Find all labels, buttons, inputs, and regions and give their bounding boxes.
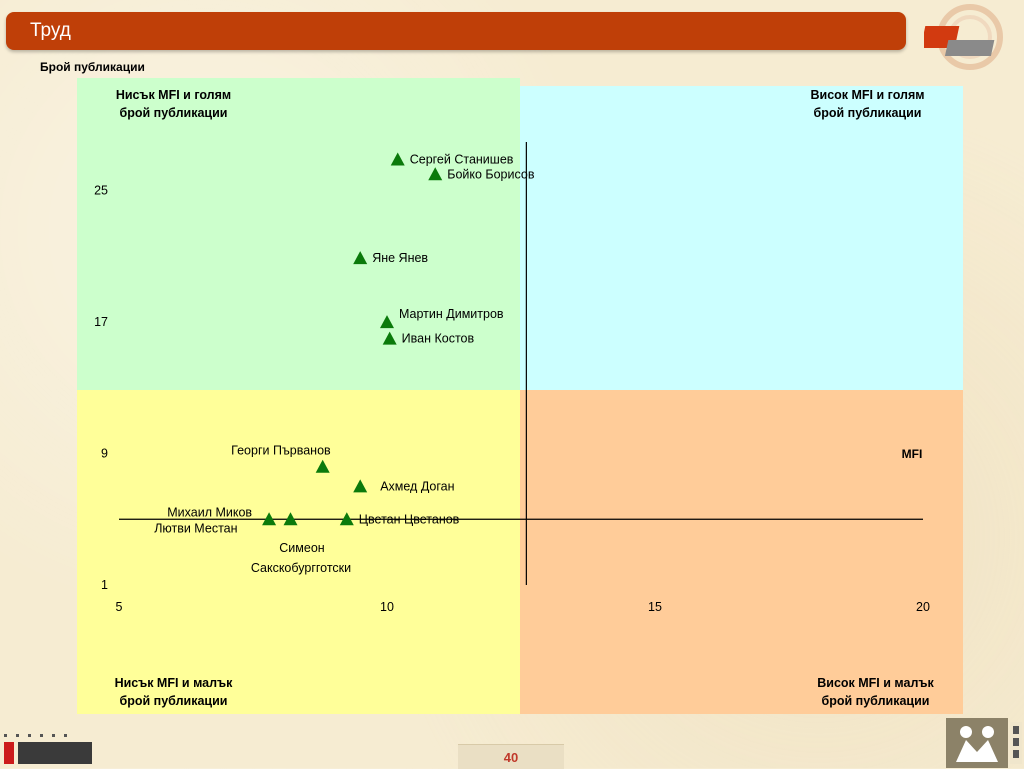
data-point-label: Яне Янев [372, 251, 428, 265]
fmd-logo [946, 718, 1022, 768]
quadrant-bottom-left [77, 390, 520, 714]
quadrant-label-top-left: Нисък MFI и голям брой публикации [115, 88, 232, 120]
x-tick-label: 15 [648, 600, 662, 614]
data-point-label: Бойко Борисов [447, 167, 535, 181]
page-title: Труд [30, 20, 71, 41]
x-axis-title: MFI [902, 447, 923, 461]
media-index-logo [924, 4, 1003, 70]
x-tick-label: 20 [916, 600, 930, 614]
data-point-label: Сергей Станишев [410, 153, 514, 167]
data-point-marker [339, 512, 354, 526]
y-axis-title: Брой публикации [40, 60, 145, 74]
data-point-marker [428, 167, 443, 181]
data-point-label: Михаил Миков [167, 505, 252, 519]
quadrant-label-bottom-right: Висок MFI и малък брой публикации [817, 676, 934, 708]
y-tick-label: 25 [94, 184, 108, 198]
data-point-label: Иван Костов [402, 332, 475, 346]
data-point-marker [380, 315, 394, 329]
data-point-label: Цветан Цветанов [359, 512, 460, 526]
data-point-marker [353, 251, 368, 265]
page-number: 40 [503, 750, 519, 765]
quadrant-bottom-right [520, 390, 963, 714]
data-point-label: Ахмед Доган [380, 479, 454, 493]
quadrant-label-bottom-left: Нисък MFI и малък брой публикации [114, 676, 233, 708]
quadrant-top-right [520, 86, 963, 390]
data-point-marker [262, 512, 277, 526]
extra-label-line2: Сакскобургготски [251, 561, 351, 575]
data-point-marker [382, 331, 397, 345]
title-bar: Труд [6, 12, 906, 50]
page-number-box: 40 [458, 744, 564, 769]
y-tick-label: 17 [94, 315, 108, 329]
quadrant-label-top-right: Висок MFI и голям брой публикации [810, 88, 925, 120]
market-links-logo [4, 734, 92, 764]
data-point-marker [390, 152, 405, 166]
data-point-marker [315, 459, 330, 473]
x-tick-label: 5 [116, 600, 123, 614]
data-point-marker [353, 479, 368, 493]
extra-label-line1: Симеон [279, 541, 325, 555]
data-point-label: Мартин Димитров [399, 307, 504, 321]
quadrant-top-left [77, 78, 520, 390]
y-tick-label: 1 [101, 578, 108, 592]
data-point-label: Георги Първанов [231, 444, 331, 458]
data-point-marker [283, 512, 298, 526]
data-point-label: Лютви Местан [154, 521, 237, 535]
y-tick-label: 9 [101, 447, 108, 461]
x-tick-label: 10 [380, 600, 394, 614]
